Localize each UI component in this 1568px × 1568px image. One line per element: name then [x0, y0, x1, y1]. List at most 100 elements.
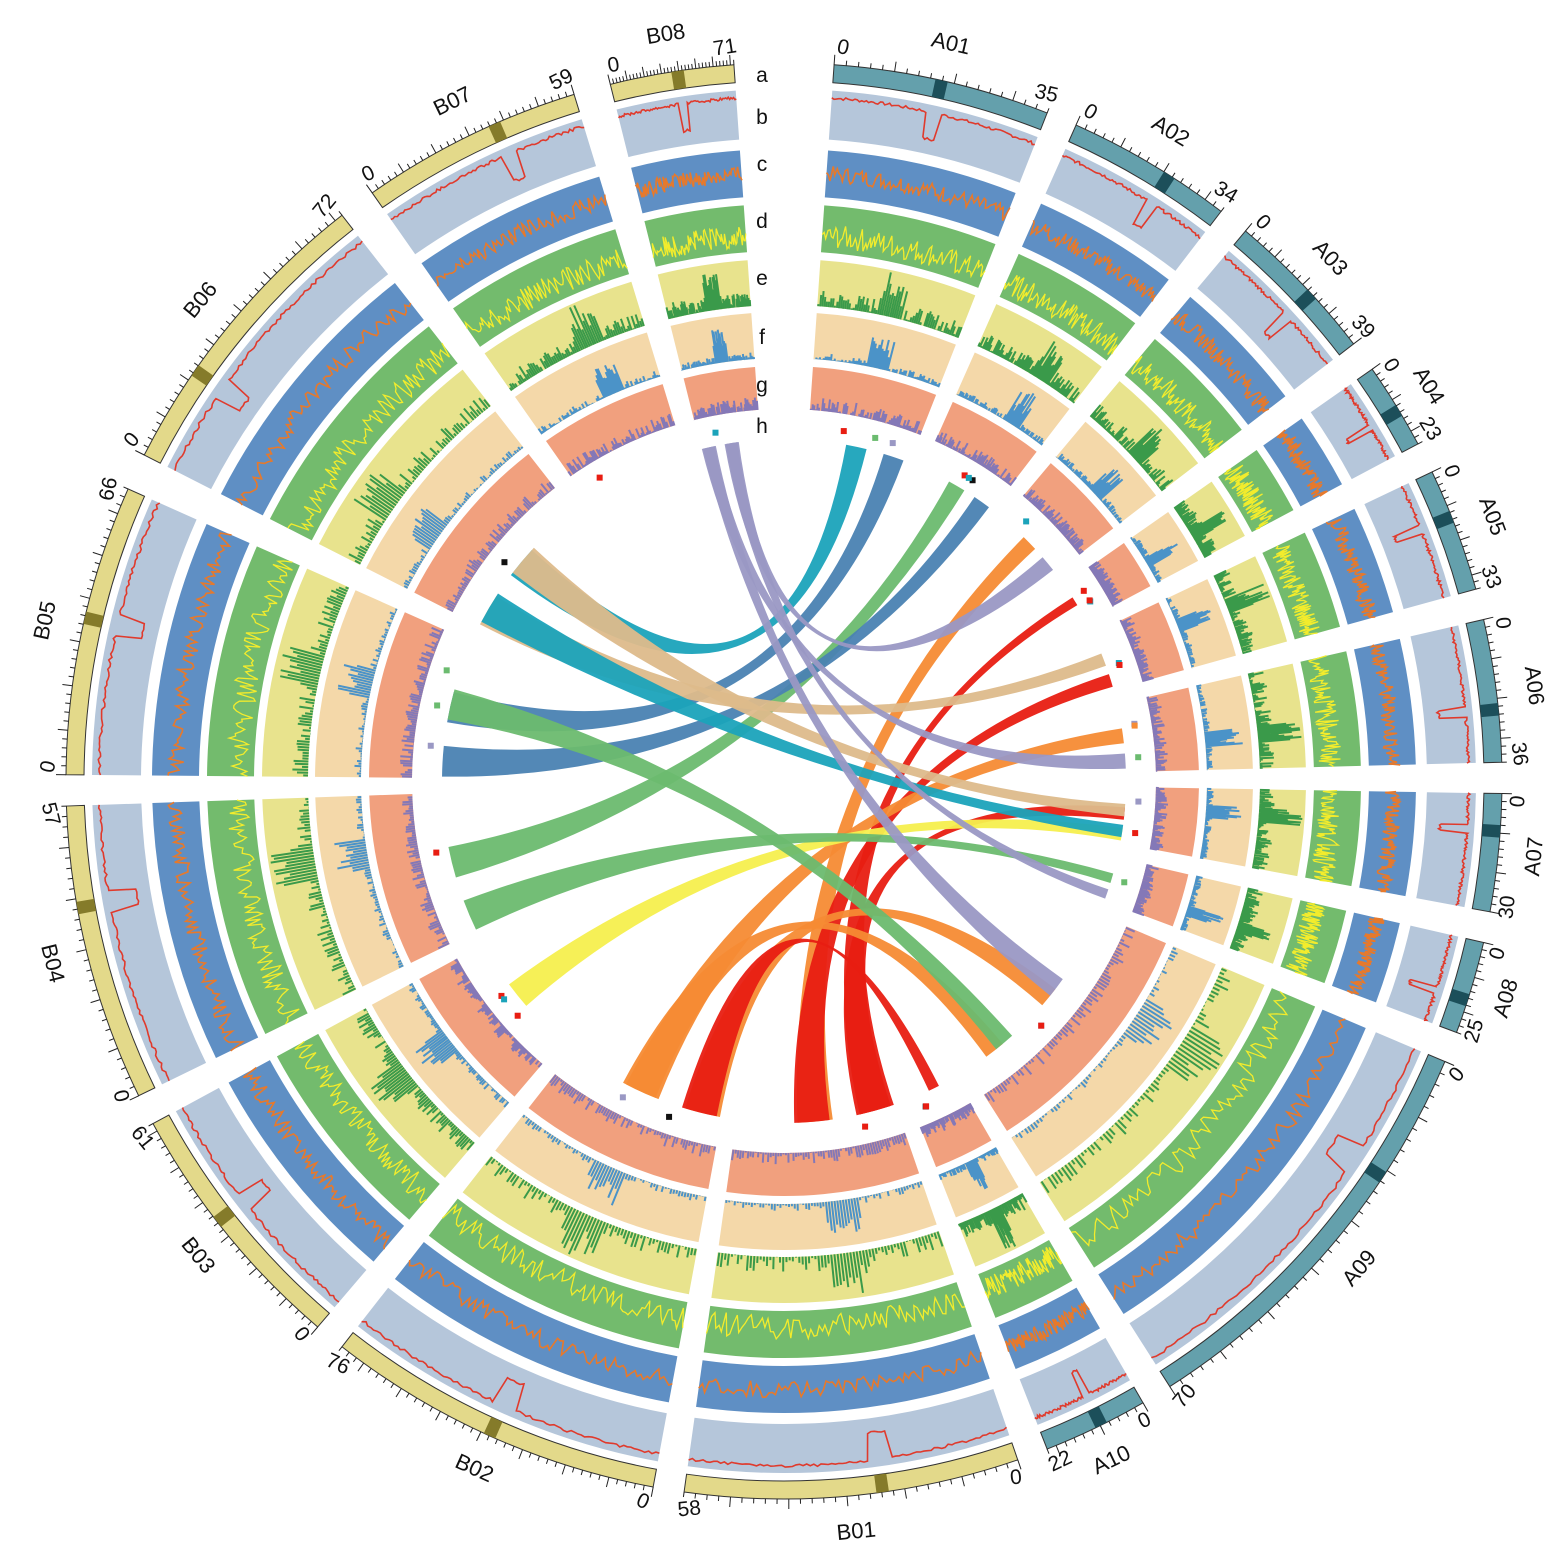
track-g-bars-b02: [549, 1074, 716, 1157]
track-b-line-a03: [1224, 255, 1329, 365]
ideogram-a09: [1159, 1053, 1446, 1388]
chrom-name-a03: A03: [1308, 235, 1353, 281]
track-c-line-a02: [1029, 220, 1156, 302]
track-g-bars-b07: [566, 413, 676, 477]
ideogram-a06: [1465, 618, 1503, 764]
track-b-a07: [1416, 792, 1476, 908]
start-label-b03: 0: [289, 1322, 314, 1346]
track-b-b02: [357, 1287, 667, 1462]
track-c-a07: [1359, 791, 1416, 897]
marker-h-b03: [501, 996, 508, 1003]
track-d-line-b06: [287, 342, 451, 531]
track-b-line-b02: [361, 1320, 660, 1455]
end-label-a10: 22: [1045, 1446, 1076, 1477]
link-a09-b05: [447, 689, 1013, 1050]
track-g-bars-b05: [400, 626, 445, 778]
track-b-line-a10: [1034, 1368, 1127, 1420]
marker-h-b07: [596, 474, 603, 481]
track-c-line-a08: [1346, 917, 1385, 995]
track-d-line-a08: [1286, 902, 1326, 976]
centromere-b01: [874, 1473, 889, 1494]
track-d-line-b07: [464, 249, 628, 333]
track-f-bars-a09: [1012, 947, 1178, 1139]
ticks-b04: [59, 805, 139, 1101]
track-b-a03: [1197, 250, 1334, 390]
chrom-name-a07: A07: [1519, 836, 1548, 877]
track-f-bars-b08: [681, 329, 755, 371]
track-letter-b: b: [756, 106, 768, 129]
track-e-bars-a10: [957, 1193, 1028, 1249]
centromere-a07: [1481, 824, 1501, 838]
track-c-line-b01: [698, 1350, 982, 1399]
track-c-line-b07: [435, 193, 607, 287]
track-e-bars-b04: [270, 798, 357, 996]
track-f-bars-b01: [725, 1181, 923, 1233]
centromere-b05: [83, 611, 104, 628]
start-label-a02: 0: [1080, 99, 1102, 125]
track-d-line-b02: [441, 1203, 685, 1332]
track-e-bars-b06: [348, 397, 491, 565]
track-e-bars-b01: [716, 1231, 944, 1294]
link-a02-b04: [448, 481, 965, 878]
track-b-line-b04: [97, 804, 170, 1082]
marker-h-a09: [1038, 1022, 1045, 1029]
track-b-a06: [1410, 625, 1476, 765]
marker-h-a02: [961, 472, 968, 479]
centromere-a04: [1380, 405, 1403, 425]
track-e-bars-a08: [1229, 887, 1271, 952]
track-b-b03: [175, 1087, 367, 1308]
chrom-name-b04: B04: [36, 941, 70, 985]
track-letter-g: g: [756, 374, 768, 397]
centromere-a10: [1087, 1406, 1107, 1428]
track-f-b06: [366, 411, 524, 589]
centromere-b04: [76, 898, 97, 915]
track-f-a05: [1165, 579, 1236, 668]
track-e-bars-b05: [279, 586, 350, 777]
track-b-line-b03: [181, 1107, 340, 1303]
marker-h-a07: [1135, 798, 1142, 805]
track-e-bars-a03: [1089, 404, 1174, 492]
track-g-bars-a02: [934, 432, 1017, 487]
track-letter-c: c: [757, 153, 768, 176]
track-f-bars-a02: [955, 390, 1044, 446]
track-b-line-a04: [1343, 387, 1389, 461]
track-b-line-b08: [618, 95, 737, 134]
track-e-bars-b03: [356, 1008, 475, 1151]
marker-h-a01: [872, 434, 879, 441]
track-c-a03: [1160, 296, 1286, 425]
link-a07-b03: [509, 819, 1123, 1006]
ideogram-b02: [341, 1331, 658, 1488]
marker-h-a10: [923, 1103, 930, 1110]
track-e-bars-b02: [485, 1156, 697, 1258]
marker-h-b05: [443, 667, 450, 674]
end-label-b06: 72: [308, 190, 341, 223]
ideogram-a03: [1233, 230, 1355, 356]
marker-h-b02: [666, 1113, 673, 1120]
track-d-line-b08: [651, 226, 747, 258]
ticks-b02: [338, 1346, 654, 1497]
ideogram-a07: [1471, 792, 1503, 913]
link-a08-b04: [463, 833, 1114, 930]
track-c-line-b05: [167, 532, 232, 776]
track-d-line-a03: [1130, 355, 1224, 454]
track-g-bars-b03: [450, 958, 543, 1068]
track-g-a02: [935, 401, 1037, 486]
track-f-a04: [1130, 511, 1199, 583]
start-label-b01: 0: [1009, 1465, 1023, 1489]
marker-h-a03: [1023, 518, 1030, 525]
track-c-line-a05: [1325, 518, 1377, 619]
track-g-a05: [1119, 602, 1184, 682]
track-e-bars-a09: [1040, 967, 1231, 1194]
track-e-b04: [262, 797, 357, 1010]
ideogram-a02: [1068, 124, 1222, 227]
end-label-b08: 71: [712, 34, 739, 60]
marker-h-a08: [1121, 879, 1128, 886]
track-d-line-a02: [1003, 274, 1119, 356]
track-g-bars-a07: [1149, 786, 1169, 851]
track-e-bars-a02: [977, 335, 1080, 404]
track-b-b05: [92, 499, 197, 776]
start-label-b02: 0: [633, 1488, 653, 1514]
ideogram-b01: [683, 1442, 1019, 1500]
track-b-line-a05: [1391, 485, 1445, 599]
chrom-name-a09: A09: [1337, 1245, 1381, 1291]
